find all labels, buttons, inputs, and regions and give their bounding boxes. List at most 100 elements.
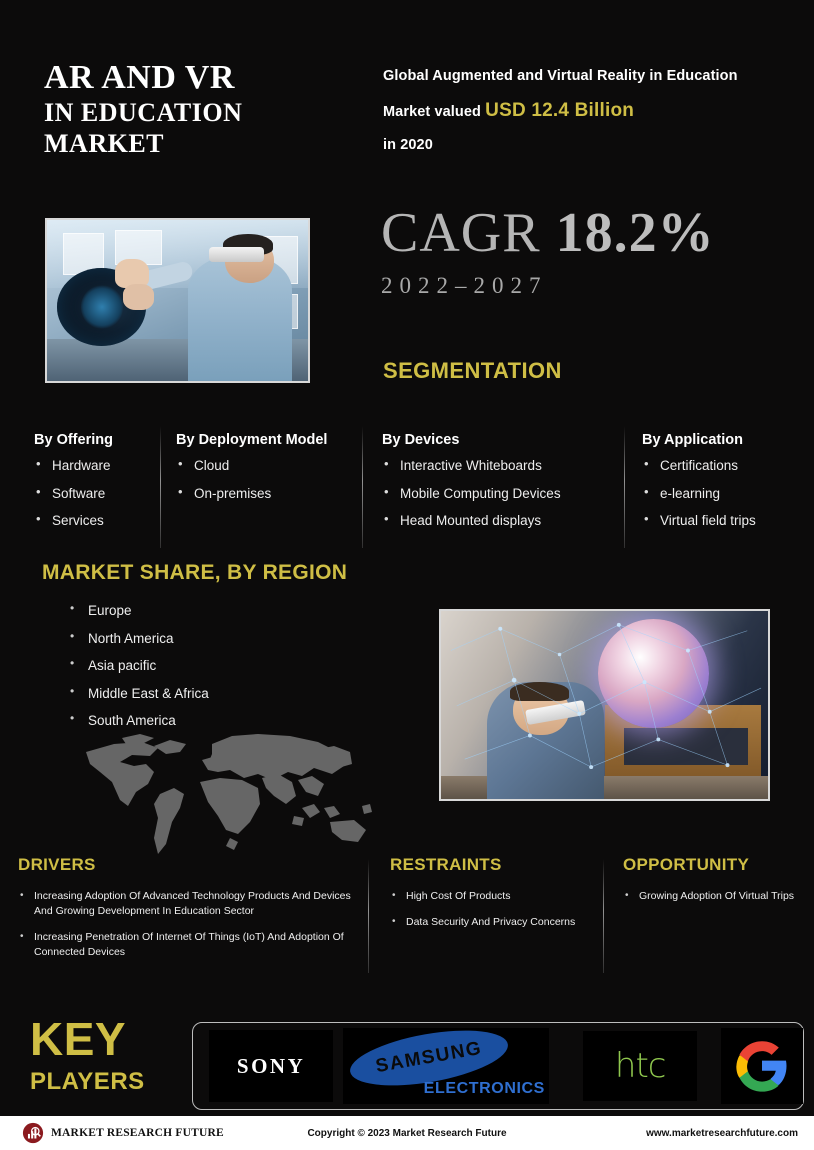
list-item: e-learning (642, 485, 814, 501)
samsung-logo: SAMSUNG ELECTRONICS (343, 1028, 549, 1104)
opportunity-heading: OPPORTUNITY (623, 855, 750, 874)
htc-logo: htc (582, 1031, 698, 1101)
factors-divider-2 (603, 859, 604, 973)
list-item: Mobile Computing Devices (382, 485, 622, 501)
list-item: Middle East & Africa (68, 685, 209, 701)
list-item: Increasing Adoption Of Advanced Technolo… (18, 889, 356, 919)
photo2-hologram-planet (597, 618, 710, 728)
restraints-heading: RESTRAINTS (390, 855, 502, 874)
list-item: Services (34, 512, 156, 528)
photo2-child-hair (509, 682, 569, 702)
market-share-title: MARKET SHARE, BY REGION (42, 561, 348, 584)
list-item: Europe (68, 602, 209, 618)
drivers-list: Increasing Adoption Of Advanced Technolo… (18, 889, 356, 960)
market-research-future-logo-icon (22, 1122, 44, 1144)
segmentation-divider-1 (160, 426, 161, 548)
htc-logo-text: htc (614, 1046, 667, 1086)
factors-divider-1 (368, 859, 369, 973)
photo1-vr-headset (208, 247, 264, 262)
list-item: Asia pacific (68, 657, 209, 673)
opportunity-block: OPPORTUNITY Growing Adoption Of Virtual … (623, 855, 795, 915)
list-item: Certifications (642, 457, 814, 473)
segmentation-heading: By Deployment Model (176, 432, 328, 448)
list-item: South America (68, 712, 209, 728)
photo1-person-hand-lower (122, 284, 154, 311)
samsung-electronics-text: ELECTRONICS (423, 1080, 545, 1097)
headline-line-1: Global Augmented and Virtual Reality in … (383, 68, 738, 84)
footer-bar: MARKET RESEARCH FUTURE Copyright © 2023 … (0, 1116, 814, 1150)
segmentation-column-application: By Application Certifications e-learning… (642, 432, 814, 542)
opportunity-list: Growing Adoption Of Virtual Trips (623, 889, 795, 904)
sony-logo-text: SONY (236, 1053, 306, 1078)
title-line-1: AR AND VR (44, 59, 235, 96)
restraints-block: RESTRAINTS High Cost Of Products Data Se… (390, 855, 595, 941)
list-item: Interactive Whiteboards (382, 457, 622, 473)
photo1-scene (47, 220, 308, 381)
list-item: Head Mounted displays (382, 512, 622, 528)
segmentation-divider-3 (624, 426, 625, 548)
key-players-logo-row: SONY SAMSUNG ELECTRONICS htc (193, 1023, 803, 1109)
headline-block: Global Augmented and Virtual Reality in … (383, 62, 788, 160)
key-players-key-label: KEY (30, 1013, 127, 1065)
child-vr-photo (439, 609, 770, 801)
segmentation-list: Certifications e-learning Virtual field … (642, 457, 814, 528)
segmentation-heading: By Devices (382, 432, 460, 448)
brand-name: MARKET RESEARCH FUTURE (51, 1127, 224, 1139)
photo2-tv (624, 727, 749, 766)
cagr-block: CAGR 18.2% 2022–2027 (381, 205, 715, 299)
segmentation-title: SEGMENTATION (383, 358, 562, 383)
segmentation-column-offering: By Offering Hardware Software Services (34, 432, 156, 542)
samsung-logo-text: SAMSUNG (374, 1037, 484, 1078)
world-map-icon (86, 734, 372, 854)
title-line-3: MARKET (44, 128, 164, 158)
google-logo (721, 1028, 803, 1104)
cagr-main-row: CAGR 18.2% (381, 205, 715, 261)
website-url[interactable]: www.marketresearchfuture.com (646, 1127, 798, 1139)
title-line-2: IN EDUCATION (44, 98, 243, 128)
list-item: Software (34, 485, 156, 501)
key-players-title: KEY PLAYERS (30, 1013, 180, 1096)
key-players-players-label: PLAYERS (30, 1067, 145, 1095)
segmentation-divider-2 (362, 426, 363, 548)
copyright-text: Copyright © 2023 Market Research Future (307, 1127, 507, 1139)
market-value: USD 12.4 Billion (485, 99, 635, 121)
segmentation-heading: By Application (642, 432, 743, 448)
cagr-label: CAGR (381, 202, 541, 264)
cagr-value: 18.2% (555, 202, 715, 264)
page-title: AR AND VR IN EDUCATION MARKET (44, 58, 364, 159)
segmentation-list: Cloud On-premises (176, 457, 361, 501)
headline-line-3: in 2020 (383, 136, 433, 153)
market-factors: DRIVERS Increasing Adoption Of Advanced … (0, 855, 814, 980)
segmentation-column-deployment: By Deployment Model Cloud On-premises (176, 432, 361, 514)
photo2-network-overlay (450, 622, 762, 770)
list-item: Increasing Penetration Of Internet Of Th… (18, 930, 356, 960)
restraints-list: High Cost Of Products Data Security And … (390, 889, 595, 930)
photo1-person-hand-upper (114, 258, 149, 288)
headline-line-2: Market valued USD 12.4 Billion (383, 92, 788, 131)
key-players-frame: SONY SAMSUNG ELECTRONICS htc (192, 1022, 804, 1110)
segmentation-columns: By Offering Hardware Software Services B… (26, 426, 790, 550)
list-item: Hardware (34, 457, 156, 473)
list-item: High Cost Of Products (390, 889, 595, 904)
list-item: Cloud (176, 457, 361, 473)
drivers-heading: DRIVERS (18, 855, 96, 874)
brand-logo: MARKET RESEARCH FUTURE (22, 1122, 224, 1144)
cagr-period: 2022–2027 (381, 273, 548, 298)
google-g-icon (736, 1041, 787, 1092)
sony-logo: SONY (209, 1030, 334, 1102)
market-share-region-list: Europe North America Asia pacific Middle… (68, 602, 209, 742)
segmentation-list: Interactive Whiteboards Mobile Computing… (382, 457, 622, 528)
photo1-pane-a (62, 232, 105, 275)
segmentation-column-devices: By Devices Interactive Whiteboards Mobil… (382, 432, 622, 542)
segmentation-heading: By Offering (34, 432, 113, 448)
list-item: Virtual field trips (642, 512, 814, 528)
list-item: North America (68, 630, 209, 646)
segmentation-list: Hardware Software Services (34, 457, 156, 528)
list-item: Growing Adoption Of Virtual Trips (623, 889, 795, 904)
engineer-vr-photo (45, 218, 310, 383)
list-item: Data Security And Privacy Concerns (390, 915, 595, 930)
list-item: On-premises (176, 485, 361, 501)
drivers-block: DRIVERS Increasing Adoption Of Advanced … (18, 855, 356, 971)
headline-valued-label: Market valued (383, 103, 482, 120)
